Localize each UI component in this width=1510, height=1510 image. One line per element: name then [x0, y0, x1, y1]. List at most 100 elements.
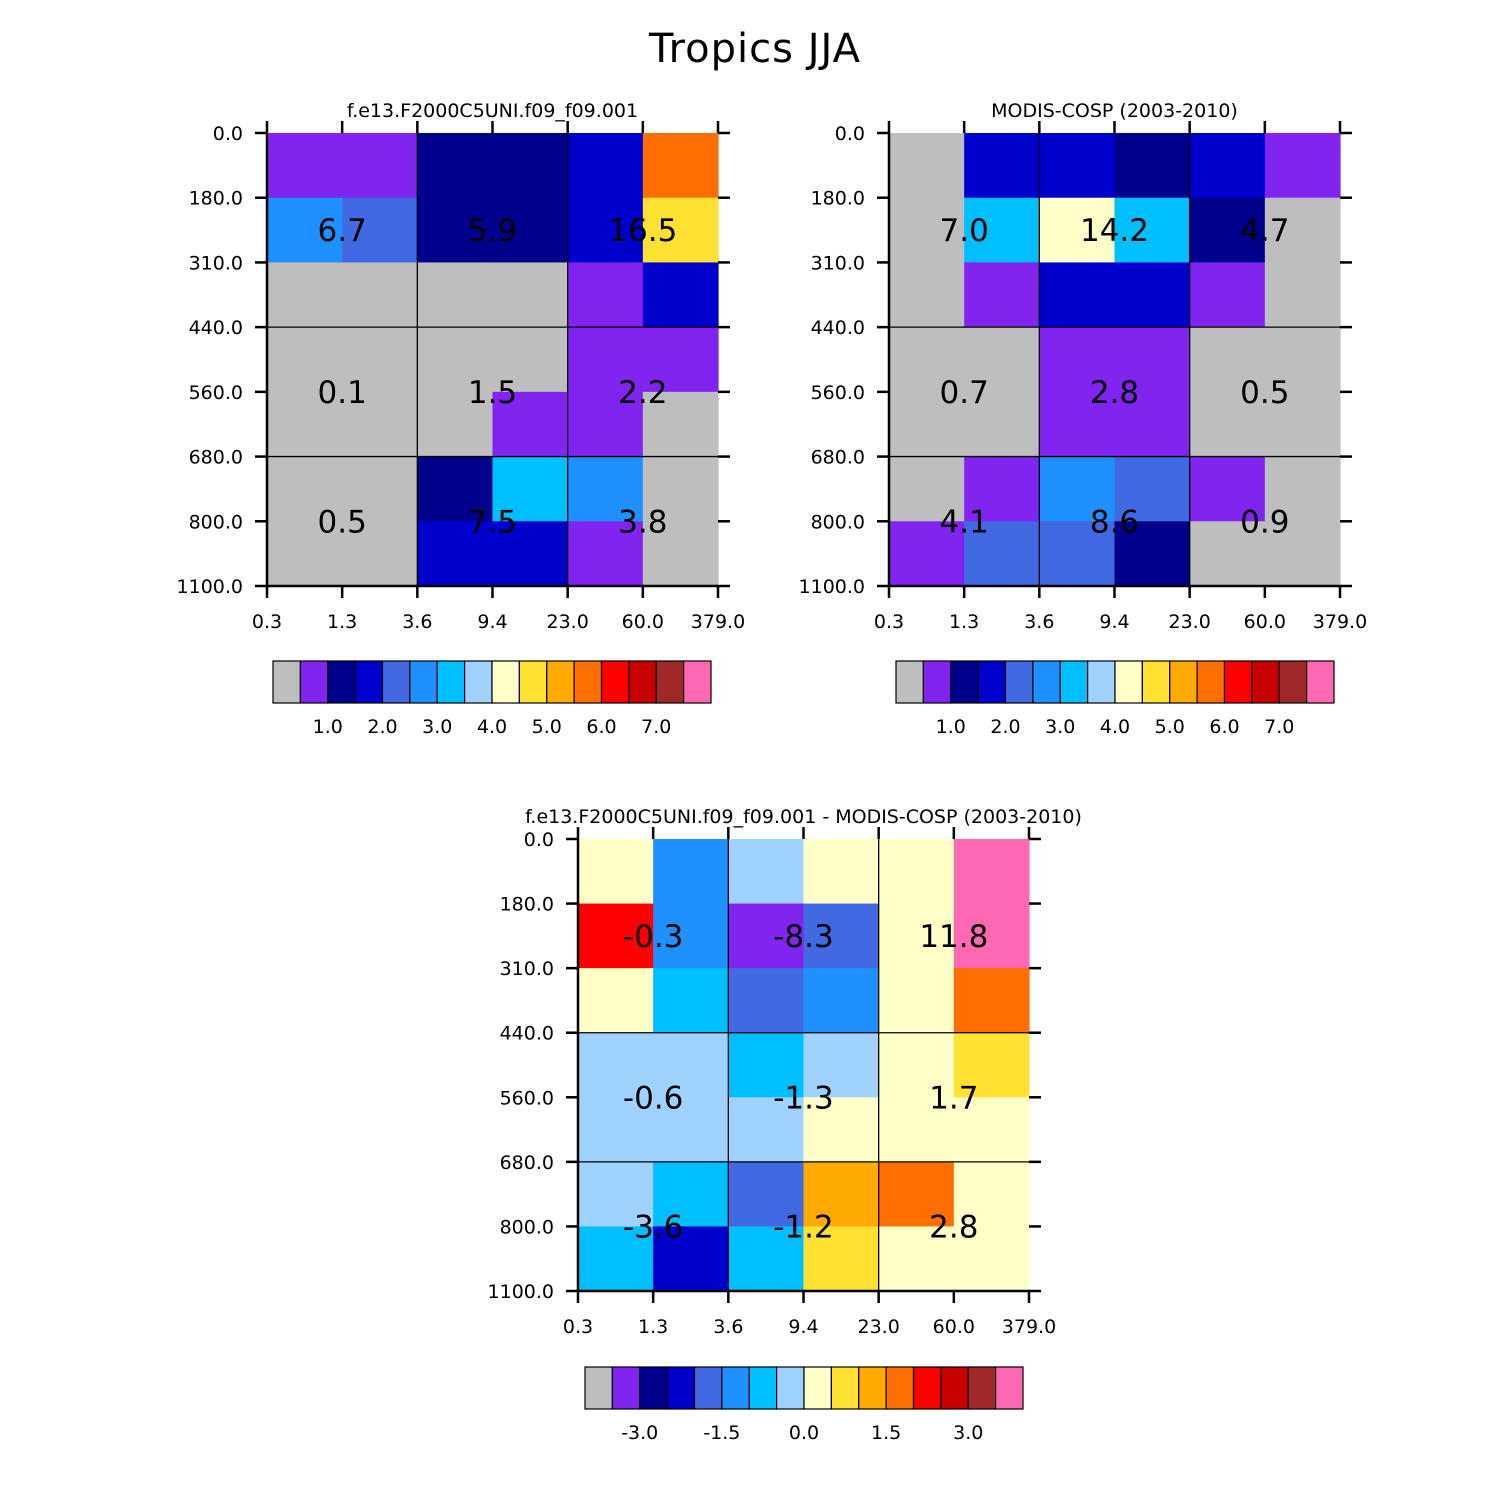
y-tick-label: 310.0: [189, 252, 243, 274]
x-tick-label: 3.6: [713, 1316, 743, 1338]
heatmap-panel-1: f.e13.F2000C5UNI.f09_f09.001 6.7 5.9 16.5 0.…: [177, 100, 746, 738]
heatmap-cell: [964, 521, 1040, 587]
heatmap-cell: [567, 327, 644, 393]
heatmap-cell: [567, 262, 644, 328]
cell-annotation: 2.2: [618, 375, 667, 411]
colorbar-label: 1.0: [313, 716, 343, 738]
heatmap-cell: [492, 262, 569, 328]
cell-annotation: 6.7: [318, 213, 367, 249]
colorbar-box: [1032, 660, 1061, 704]
colorbar-label: 5.0: [1155, 716, 1185, 738]
y-tick-label: 560.0: [811, 382, 865, 404]
heatmap-cell: [1189, 327, 1266, 393]
colorbar-box: [436, 660, 466, 704]
colorbar-box: [922, 660, 952, 704]
heatmap-cell: [1114, 197, 1191, 264]
colorbar-box: [409, 660, 438, 704]
x-tick-label: 60.0: [933, 1316, 975, 1338]
colorbar-box: [1141, 660, 1171, 704]
x-tick-label: 0.3: [874, 611, 904, 633]
heatmap-cell: [653, 903, 729, 969]
colorbar: 1.0 2.0 3.0 4.0 5.0 6.0 7.0: [895, 660, 1335, 738]
heatmap-cell: [1039, 391, 1116, 458]
heatmap-cell: [964, 327, 1040, 393]
heatmap-cell: [889, 456, 965, 522]
heatmap-cell: [342, 262, 418, 328]
cell-annotation: -0.3: [623, 919, 684, 955]
y-tick-label: 310.0: [500, 958, 554, 980]
cell-annotation: 7.5: [468, 504, 517, 540]
colorbar-box: [381, 660, 411, 704]
y-tick-label: 800.0: [811, 511, 865, 533]
x-tick-label: 23.0: [547, 611, 589, 633]
colorbar-box: [967, 1366, 997, 1410]
cell-annotation: 0.5: [318, 504, 367, 540]
heatmap-cell: [1114, 456, 1191, 522]
y-tick-label: 310.0: [811, 252, 865, 274]
colorbar-box: [1196, 660, 1226, 704]
heatmap-cell: [1189, 456, 1266, 522]
x-tick-label: 23.0: [858, 1316, 900, 1338]
heatmap-cell: [653, 1161, 729, 1228]
y-tick-label: 0.0: [213, 123, 243, 145]
heatmap-cell: [803, 839, 880, 905]
x-tick-label: 9.4: [1099, 611, 1129, 633]
heatmap-cell: [1189, 521, 1266, 587]
heatmap-cell: [578, 968, 654, 1034]
heatmap-cell: [1189, 133, 1266, 199]
heatmap-cell: [567, 456, 644, 522]
heatmap-cell: [1264, 262, 1341, 328]
heatmap-cell: [342, 197, 418, 264]
colorbar-box: [299, 660, 329, 704]
colorbar-box: [628, 660, 657, 704]
heatmap-cell: [342, 327, 418, 393]
y-tick-label: 800.0: [189, 511, 243, 533]
heatmap-cell: [889, 133, 965, 199]
heatmap-cell: [642, 197, 719, 264]
colorbar-box: [693, 1366, 723, 1410]
heatmap-cell: [953, 903, 1030, 969]
heatmap-cell: [492, 327, 569, 393]
heatmap-cell: [1039, 521, 1116, 587]
heatmap-cell: [964, 391, 1040, 458]
heatmap-cell: [578, 1032, 654, 1098]
heatmap-cell: [953, 1032, 1030, 1098]
colorbar-box: [858, 1366, 887, 1410]
y-tick-label: 560.0: [189, 382, 243, 404]
colorbar-label: 4.0: [477, 716, 507, 738]
colorbar-label: 6.0: [1209, 716, 1239, 738]
heatmap-cell: [417, 456, 494, 522]
heatmap-cell: [342, 391, 418, 458]
cell-annotation: 3.8: [618, 504, 667, 540]
heatmap-cell: [1114, 327, 1191, 393]
colorbar-label: 6.0: [586, 716, 616, 738]
cell-annotation: 0.9: [1240, 504, 1289, 540]
y-tick-label: 0.0: [524, 829, 554, 851]
colorbar-box: [950, 660, 979, 704]
heatmap-cell: [1189, 262, 1266, 328]
x-tick-label: 23.0: [1169, 611, 1211, 633]
heatmap-cell: [578, 1226, 654, 1292]
heatmap-cell: [1264, 521, 1341, 587]
heatmap-cell: [803, 1032, 880, 1098]
heatmap-cell: [964, 262, 1040, 328]
heatmap-cell: [1114, 262, 1191, 328]
y-tick-label: 180.0: [500, 894, 554, 916]
colorbar-box: [327, 660, 356, 704]
heatmap-panel-2: MODIS-COSP (2003-2010) 7.0 14.2 4.7 0.7 2.8 0.…: [799, 100, 1368, 738]
y-tick-label: 440.0: [500, 1023, 554, 1045]
colorbar-box: [1004, 660, 1034, 704]
heatmap-cell: [492, 197, 569, 264]
heatmap-cell: [803, 1161, 880, 1228]
heatmap-cell: [1114, 521, 1191, 587]
colorbar: 1.0 2.0 3.0 4.0 5.0 6.0 7.0: [272, 660, 712, 738]
colorbar-label: 1.5: [871, 1422, 901, 1444]
heatmap-cell: [889, 521, 965, 587]
heatmap-cell: [417, 262, 494, 328]
colorbar-label: 2.0: [367, 716, 397, 738]
cell-annotation: -3.6: [623, 1209, 684, 1245]
y-tick-label: 180.0: [189, 188, 243, 210]
heatmap-cell: [653, 1226, 729, 1292]
colorbar-box: [611, 1366, 641, 1410]
colorbar-label: 5.0: [532, 716, 562, 738]
